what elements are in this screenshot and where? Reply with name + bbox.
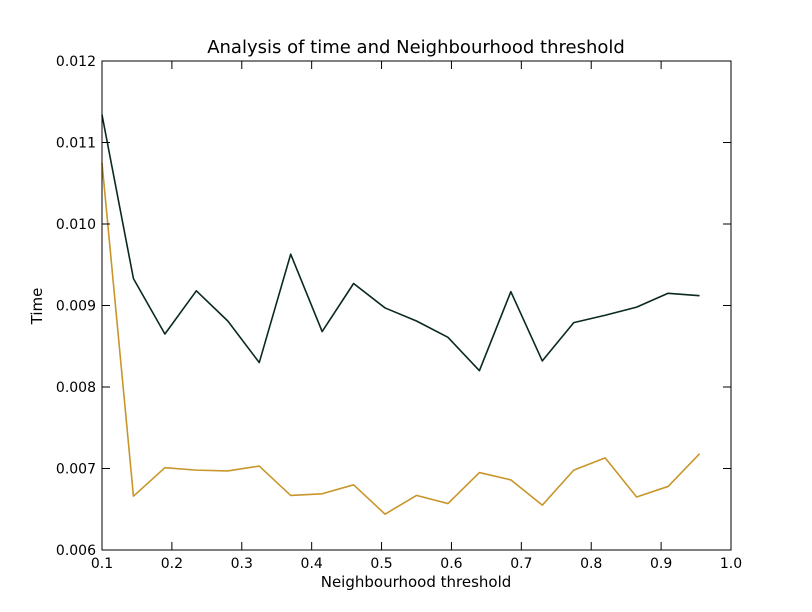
y-tick-label: 0.012 (56, 54, 96, 70)
y-tick-label: 0.008 (56, 380, 96, 396)
x-tick-label: 0.5 (370, 556, 392, 572)
x-tick-label: 0.8 (580, 556, 602, 572)
series-line-1 (101, 114, 700, 372)
y-axis-ticks: 0.006 0.007 0.008 0.009 0.010 0.011 0.012 (56, 54, 731, 559)
x-tick-label: 0.6 (440, 556, 462, 572)
x-tick-label: 0.3 (231, 556, 253, 572)
y-tick-label: 0.009 (56, 299, 96, 315)
y-tick-label: 0.010 (56, 217, 96, 233)
x-axis-label: Neighbourhood threshold (321, 573, 512, 591)
y-tick-label: 0.007 (56, 462, 96, 478)
series-layer (101, 114, 701, 515)
x-tick-label: 0.4 (301, 556, 323, 572)
y-tick-label: 0.011 (56, 136, 96, 152)
chart-title: Analysis of time and Neighbourhood thres… (207, 37, 625, 58)
x-tick-label: 0.7 (510, 556, 532, 572)
x-axis-ticks: 0.1 0.2 0.3 0.4 0.5 0.6 0.7 0.8 0.9 1.0 (91, 61, 742, 572)
x-tick-label: 0.1 (91, 556, 113, 572)
y-tick-label: 0.006 (56, 543, 96, 559)
x-tick-label: 0.2 (161, 556, 183, 572)
x-tick-label: 0.9 (650, 556, 672, 572)
x-tick-label: 1.0 (720, 556, 742, 572)
y-axis-label: Time (28, 288, 46, 326)
series-line-2 (101, 162, 701, 515)
